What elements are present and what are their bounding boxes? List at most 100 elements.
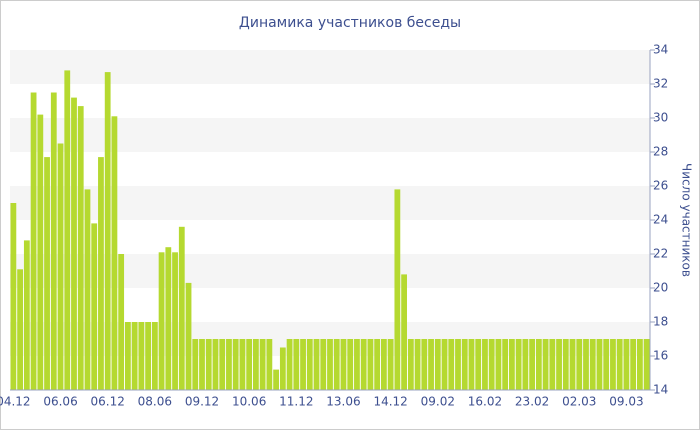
bar	[576, 339, 583, 390]
bar	[199, 339, 205, 390]
bar	[44, 157, 50, 390]
x-tick-label: 14.12	[373, 395, 407, 409]
bar	[495, 339, 502, 390]
y-tick-label: 22	[653, 247, 668, 261]
bar	[172, 252, 178, 390]
bar	[556, 339, 562, 390]
x-tick-label: 06.12	[91, 395, 125, 409]
bar	[562, 339, 569, 390]
bar	[569, 339, 576, 390]
bar	[266, 339, 273, 390]
bar	[17, 269, 24, 390]
bar	[246, 339, 253, 390]
bar	[448, 339, 455, 390]
bar	[616, 339, 623, 390]
x-tick-label: 09.12	[185, 395, 219, 409]
bar	[84, 189, 91, 390]
bar	[367, 339, 374, 390]
y-tick-label: 16	[653, 349, 668, 363]
bar	[441, 339, 448, 390]
x-tick-label: 08.06	[138, 395, 172, 409]
bar	[374, 339, 381, 390]
bar	[158, 252, 165, 390]
bar	[583, 339, 589, 390]
bar	[643, 339, 650, 390]
bar	[205, 339, 212, 390]
bar	[623, 339, 630, 390]
bar	[118, 254, 125, 390]
bar	[259, 339, 266, 390]
bar	[407, 339, 414, 390]
bar	[30, 92, 37, 390]
y-tick-label: 14	[653, 383, 668, 397]
bar	[421, 339, 428, 390]
bar	[185, 282, 192, 390]
bar	[77, 106, 84, 390]
bar	[50, 92, 57, 390]
x-tick-label: 10.06	[232, 395, 266, 409]
bar	[71, 97, 77, 390]
bar	[482, 339, 488, 390]
bar	[293, 339, 300, 390]
grid-band	[10, 50, 650, 84]
bar	[252, 339, 259, 390]
chart-title: Динамика участников беседы	[239, 15, 461, 31]
bar	[630, 339, 637, 390]
bar	[300, 339, 306, 390]
bar	[104, 72, 111, 390]
y-tick-label: 26	[653, 179, 668, 193]
bar	[98, 157, 104, 390]
bar	[468, 339, 475, 390]
bar	[165, 247, 172, 390]
x-tick-label: 04.12	[0, 395, 31, 409]
x-tick-label: 09.03	[609, 395, 643, 409]
bar	[428, 339, 434, 390]
bar	[124, 322, 131, 390]
bar	[610, 339, 616, 390]
bar	[131, 322, 138, 390]
y-tick-label: 24	[653, 213, 668, 227]
x-tick-label: 11.12	[279, 395, 313, 409]
bar	[529, 339, 536, 390]
bar	[212, 339, 219, 390]
y-tick-label: 20	[653, 281, 668, 295]
bar	[401, 274, 408, 390]
bar	[219, 339, 226, 390]
bar	[508, 339, 515, 390]
bar	[10, 203, 17, 390]
x-tick-label: 16.02	[468, 395, 502, 409]
bar	[394, 189, 401, 390]
bar	[178, 226, 185, 390]
bar	[488, 339, 495, 390]
bar	[596, 339, 603, 390]
bar	[347, 339, 354, 390]
bar	[455, 339, 461, 390]
bar	[57, 143, 64, 390]
bar	[502, 339, 509, 390]
bar	[64, 70, 71, 391]
bar	[145, 322, 152, 390]
x-tick-label: 23.02	[515, 395, 549, 409]
bar	[434, 339, 441, 390]
y-tick-label: 34	[653, 43, 668, 57]
bar	[320, 339, 327, 390]
bar	[192, 339, 199, 390]
bar	[279, 347, 286, 390]
y-tick-label: 18	[653, 315, 668, 329]
bar	[232, 339, 239, 390]
bar	[522, 339, 529, 390]
x-tick-label: 13.06	[326, 395, 360, 409]
y-tick-label: 32	[653, 77, 668, 91]
bar	[515, 339, 522, 390]
bar	[306, 339, 313, 390]
bar	[340, 339, 347, 390]
x-tick-label: 09.02	[421, 395, 455, 409]
y-tick-label: 28	[653, 145, 668, 159]
bar	[387, 339, 394, 390]
bar	[313, 339, 320, 390]
bar	[327, 339, 333, 390]
bar	[111, 116, 118, 391]
bar	[461, 339, 468, 390]
bar	[589, 339, 596, 390]
